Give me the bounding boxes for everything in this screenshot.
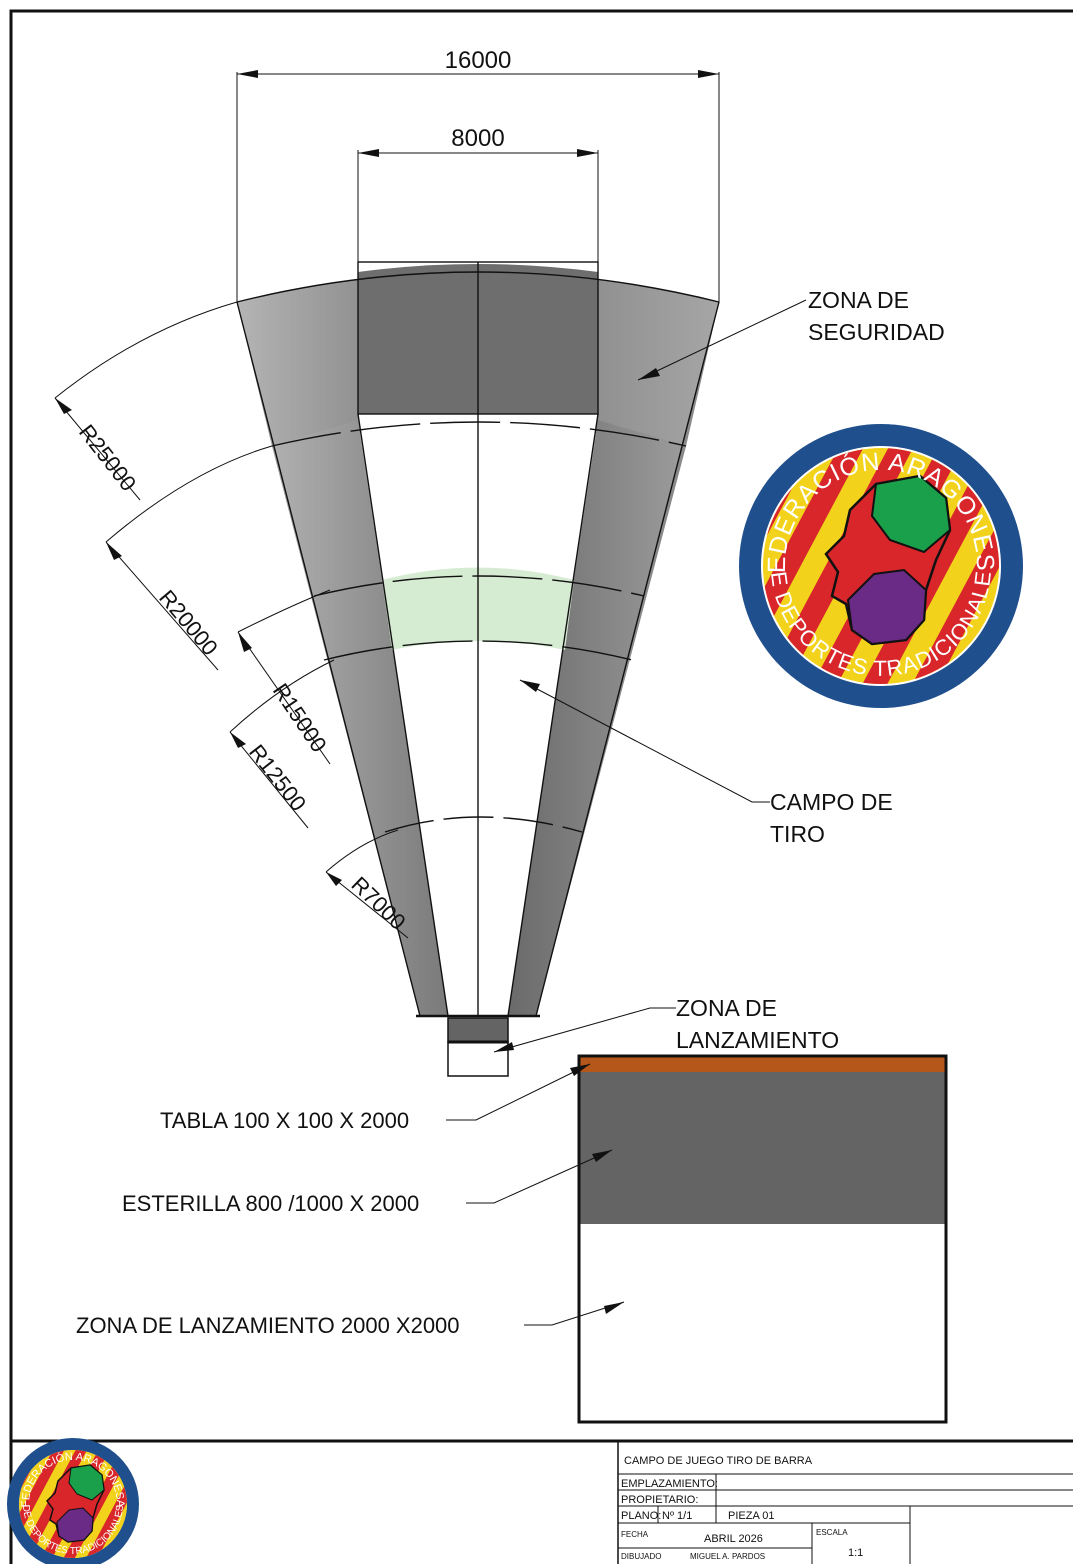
- arc-r15000: [313, 575, 645, 597]
- emplazamiento-label: EMPLAZAMIENTO:: [621, 1478, 718, 1490]
- campo-tiro-line2: TIRO: [770, 821, 825, 847]
- launch-zone: [416, 1014, 540, 1077]
- dimension-8000: 8000: [358, 125, 598, 157]
- dimension-16000: 16000: [237, 47, 719, 78]
- arc-r20000: [271, 421, 687, 447]
- zona-seguridad-line2: SEGURIDAD: [808, 319, 945, 345]
- sheet-frame: [9, 9, 1073, 1564]
- escala-label: ESCALA: [816, 1528, 848, 1537]
- propietario-label: PROPIETARIO:: [621, 1494, 698, 1506]
- dibujado-value: MIGUEL A. PARDOS: [690, 1552, 765, 1561]
- fecha-label: FECHA: [621, 1530, 649, 1539]
- detail-tabla: [579, 1056, 946, 1072]
- r25000-label: R25000: [74, 420, 141, 496]
- detail-esterilla: [579, 1072, 946, 1224]
- detail-frame: [577, 1054, 948, 1424]
- zona-lanz-detalle-label: ZONA DE LANZAMIENTO 2000 X2000: [76, 1313, 460, 1338]
- r20000-label: R20000: [154, 585, 223, 660]
- plano-label: PLANO:: [621, 1510, 661, 1522]
- safety-zone-left: [272, 420, 448, 1016]
- tabla-label: TABLA 100 X 100 X 2000: [160, 1108, 409, 1133]
- federation-logo-small: FEDERACIÓN ARAGONESA DE DEPORTES TRADICI…: [7, 1438, 139, 1564]
- zona-lanz-line1: ZONA DE: [676, 995, 777, 1021]
- zona-seguridad-line1: ZONA DE: [808, 287, 909, 313]
- escala-value: 1:1: [848, 1547, 863, 1559]
- throwing-sector: [236, 72, 720, 1017]
- callout-campo-tiro: CAMPO DE TIRO: [519, 679, 893, 847]
- pieza-value: PIEZA 01: [728, 1510, 774, 1522]
- campo-tiro-line1: CAMPO DE: [770, 789, 893, 815]
- title-block-title: CAMPO DE JUEGO TIRO DE BARRA: [624, 1455, 813, 1467]
- callout-zona-lanzamiento: ZONA DE LANZAMIENTO: [493, 995, 839, 1053]
- zona-lanz-line2: LANZAMIENTO: [676, 1027, 839, 1053]
- r15000-label: R15000: [268, 679, 332, 757]
- callout-tabla: TABLA 100 X 100 X 2000: [160, 1063, 591, 1133]
- safety-zone-right: [508, 420, 686, 1016]
- dim-16000-label: 16000: [445, 47, 512, 74]
- callout-zona-seguridad: ZONA DE SEGURIDAD: [637, 287, 945, 381]
- launch-zone-detail: [577, 1054, 948, 1424]
- r12500-label: R12500: [244, 740, 311, 816]
- arc-r12500: [323, 640, 633, 661]
- dim-8000-label: 8000: [451, 125, 504, 152]
- dibujado-label: DIBUJADO: [621, 1552, 661, 1561]
- callout-zona-lanz-detalle: ZONA DE LANZAMIENTO 2000 X2000: [76, 1301, 625, 1338]
- fecha-value: ABRIL 2026: [704, 1533, 763, 1545]
- title-block: CAMPO DE JUEGO TIRO DE BARRA EMPLAZAMIEN…: [11, 1439, 1073, 1564]
- esterilla-label: ESTERILLA 800 /1000 X 2000: [122, 1191, 419, 1216]
- arc-r7000: [384, 816, 583, 833]
- callout-esterilla: ESTERILLA 800 /1000 X 2000: [122, 1149, 613, 1216]
- plano-value: Nº 1/1: [662, 1510, 692, 1522]
